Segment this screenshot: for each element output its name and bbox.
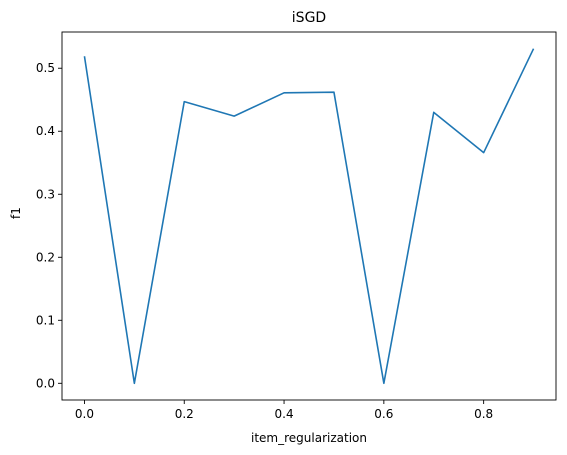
plot-frame: [62, 32, 556, 400]
plot-area: 0.0 0.2 0.4 0.6 0.8 0.0 0.1 0.2 0.3 0.4 0.5: [36, 32, 556, 421]
y-tick-label: 0.5: [36, 61, 55, 75]
chart-title: iSGD: [292, 10, 326, 26]
y-tick-label: 0.4: [36, 124, 55, 138]
series-line: [84, 49, 533, 384]
y-tick-label: 0.3: [36, 187, 55, 201]
x-tick-label: 0.4: [275, 407, 294, 421]
x-axis-label: item_regularization: [251, 431, 367, 445]
y-tick-label: 0.0: [36, 376, 55, 390]
x-tick-label: 0.8: [474, 407, 493, 421]
x-tick-label: 0.6: [374, 407, 393, 421]
y-axis-label: f1: [9, 207, 23, 219]
y-tick-label: 0.1: [36, 313, 55, 327]
x-tick-label: 0.2: [175, 407, 194, 421]
y-tick-label: 0.2: [36, 250, 55, 264]
x-tick-label: 0.0: [75, 407, 94, 421]
